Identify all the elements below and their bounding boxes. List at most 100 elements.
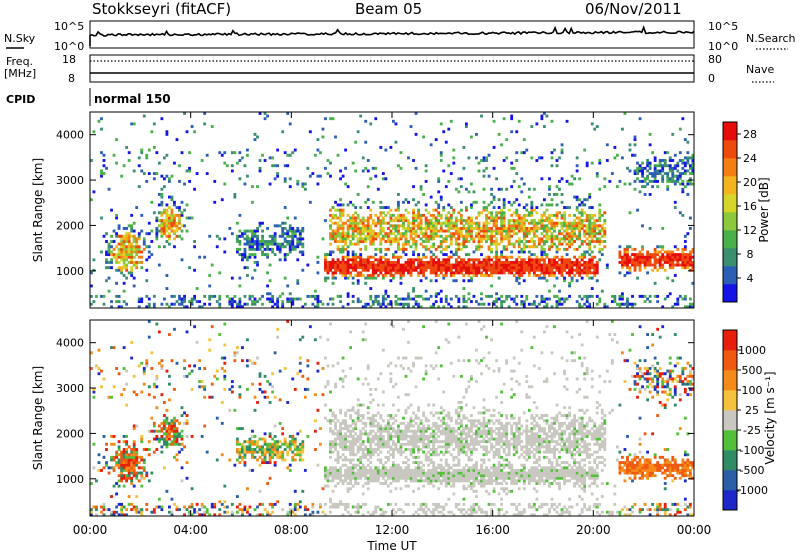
power-cell (535, 263, 539, 267)
power-cell (671, 279, 675, 283)
power-cell (356, 271, 360, 275)
power-cell (351, 268, 355, 272)
power-cell (638, 260, 642, 264)
power-cell (638, 169, 642, 173)
power-cell (120, 242, 124, 246)
power-cell (381, 211, 385, 215)
power-cell (472, 274, 476, 277)
power-cell (137, 232, 141, 236)
power-cell (263, 242, 267, 246)
vel-cell (200, 380, 204, 384)
power-cell (522, 245, 526, 249)
power-cell (331, 263, 335, 267)
power-cell (404, 247, 408, 251)
power-cell (301, 182, 305, 186)
power-cell (379, 305, 383, 309)
power-cell (593, 245, 597, 249)
power-cell (125, 263, 129, 267)
power-cell (296, 245, 300, 249)
power-cell (560, 237, 564, 241)
vel-cell (157, 505, 161, 509)
vel-cell (95, 364, 98, 368)
vel-cell (354, 482, 358, 485)
power-cell (253, 302, 257, 306)
vel-cell (256, 458, 259, 462)
vel-cell (331, 466, 335, 470)
power-cell (482, 226, 486, 230)
power-cell (548, 229, 551, 233)
power-cell (545, 268, 549, 272)
power-cell (366, 224, 370, 228)
power-cell (457, 234, 461, 238)
vel-cell (246, 450, 249, 454)
vel-cell (334, 432, 337, 436)
vel-cell (223, 377, 227, 381)
power-cell (115, 258, 118, 262)
power-cell (341, 255, 345, 259)
power-cell (583, 294, 587, 298)
power-cell (381, 274, 385, 277)
vel-cell (170, 442, 174, 446)
power-cell (369, 276, 373, 280)
power-cell (397, 302, 400, 306)
power-cell (497, 206, 501, 209)
power-cell (621, 266, 624, 270)
power-cell (661, 159, 665, 162)
power-cell (424, 203, 428, 207)
power-cell (404, 216, 408, 220)
power-cell (329, 250, 332, 254)
power-cell (253, 234, 257, 238)
power-cell (125, 145, 129, 149)
vel-cell (135, 453, 139, 457)
power-cell (517, 219, 521, 223)
power-cell (422, 232, 426, 236)
vel-cell (120, 393, 124, 397)
power-cell (331, 302, 335, 306)
vel-cell (241, 359, 244, 363)
power-cell (394, 302, 398, 306)
power-cell (545, 219, 549, 223)
power-cell (251, 240, 254, 243)
vel-cell (160, 434, 164, 438)
power-cell (510, 255, 514, 259)
power-cell (339, 208, 342, 212)
vel-cell (233, 408, 237, 412)
power-cell (661, 177, 665, 181)
vel-cell (331, 442, 335, 446)
power-cell (621, 292, 624, 296)
power-cell (417, 258, 420, 262)
vel-cell (258, 448, 262, 451)
power-cell (475, 263, 478, 267)
power-cell (626, 271, 629, 275)
power-cell (454, 294, 458, 298)
power-cell (105, 260, 108, 264)
power-cell (502, 226, 506, 230)
vel-cell (130, 450, 134, 454)
power-cell (369, 234, 373, 238)
power-cell (593, 274, 597, 277)
vel-cell (253, 448, 257, 451)
power-cell (361, 263, 365, 267)
power-cell (522, 300, 526, 304)
power-cell (296, 229, 300, 233)
power-cell (560, 221, 564, 225)
power-cell (480, 229, 483, 233)
power-cell (502, 266, 506, 270)
power-cell (553, 226, 556, 230)
power-cell (543, 125, 546, 128)
vel-cell (293, 437, 297, 441)
nsky-tick-bottom: 10^0 (54, 40, 84, 53)
power-cell (364, 240, 368, 243)
power-cell (346, 232, 350, 236)
power-cell (122, 258, 126, 262)
power-cell (369, 242, 373, 246)
power-cell (543, 297, 546, 301)
power-cell (263, 253, 267, 257)
power-cell (658, 258, 662, 262)
power-cell (495, 300, 498, 304)
power-cell (522, 268, 526, 272)
power-cell (283, 177, 287, 181)
power-cell (457, 232, 461, 236)
colorbar-tick-label: 24 (743, 152, 757, 165)
